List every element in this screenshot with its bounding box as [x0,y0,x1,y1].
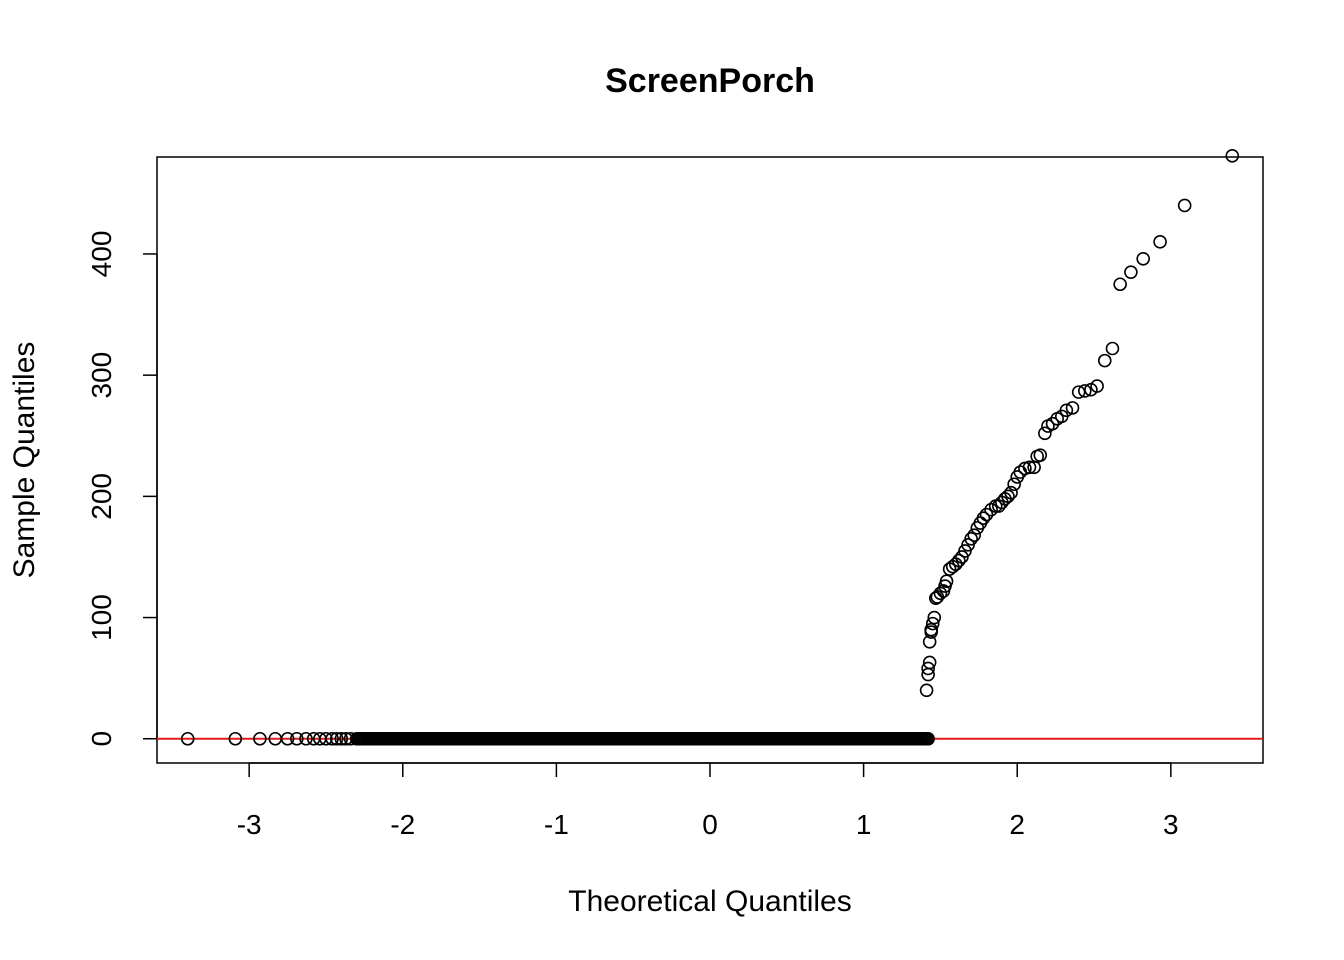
y-tick-label: 100 [86,594,117,641]
data-point [919,683,934,698]
y-axis: 0 100 200 300 400 [86,231,158,747]
data-point [343,731,358,746]
data-point [1153,235,1167,249]
data-point [984,502,998,517]
x-tick-label: -1 [544,809,569,840]
data-point [1124,265,1138,279]
chart-title: ScreenPorch [605,62,815,100]
data-point [1177,198,1192,213]
data-point [253,731,267,746]
data-point [927,610,942,625]
data-point [1038,426,1052,441]
data-point [1113,277,1127,292]
data-point [1033,448,1048,462]
x-tick-label: 3 [1163,809,1179,840]
data-point [1004,485,1018,500]
y-tick-label: 300 [86,352,117,399]
data-point [1001,489,1015,504]
x-axis: -3 -2 -1 0 1 2 3 [237,762,1179,840]
data-point [1045,416,1060,431]
data-point [921,731,935,746]
data-point [325,731,339,746]
data-point [964,531,978,546]
y-tick-label: 400 [86,231,117,278]
data-point [1022,460,1037,475]
data-point [939,574,954,589]
data-point [1105,341,1120,356]
x-tick-label: 2 [1009,809,1025,840]
data-point [924,622,939,637]
x-tick-label: 1 [856,809,872,840]
y-tick-label: 0 [86,731,117,747]
x-tick-label: 0 [702,809,718,840]
data-point [299,731,313,746]
data-point [952,553,966,568]
data-points [180,148,1240,746]
data-point [1065,401,1080,415]
data-point [280,731,295,746]
data-point [180,731,195,746]
data-point [329,731,344,746]
data-point [1097,353,1112,368]
data-point [1225,148,1240,163]
data-point [921,661,935,676]
data-point [319,731,333,746]
data-point [929,591,943,605]
data-point [334,731,349,746]
y-axis-label: Sample Quantiles [8,342,41,579]
data-point [1007,477,1021,492]
data-point [1090,379,1104,393]
x-tick-label: -2 [390,809,415,840]
data-point [289,731,304,746]
data-point [1059,403,1074,418]
data-point [922,655,937,670]
data-point [967,528,982,542]
data-point [339,731,353,746]
data-point [1136,252,1150,266]
data-point [933,586,948,601]
data-point [925,616,940,631]
data-point [1078,384,1092,398]
data-point [979,507,994,522]
y-tick-label: 200 [86,473,117,520]
x-axis-label: Theoretical Quantiles [568,885,851,918]
data-point [976,511,991,525]
data-point [228,731,243,746]
plot-frame [156,156,1264,764]
x-tick-label: -3 [237,809,262,840]
